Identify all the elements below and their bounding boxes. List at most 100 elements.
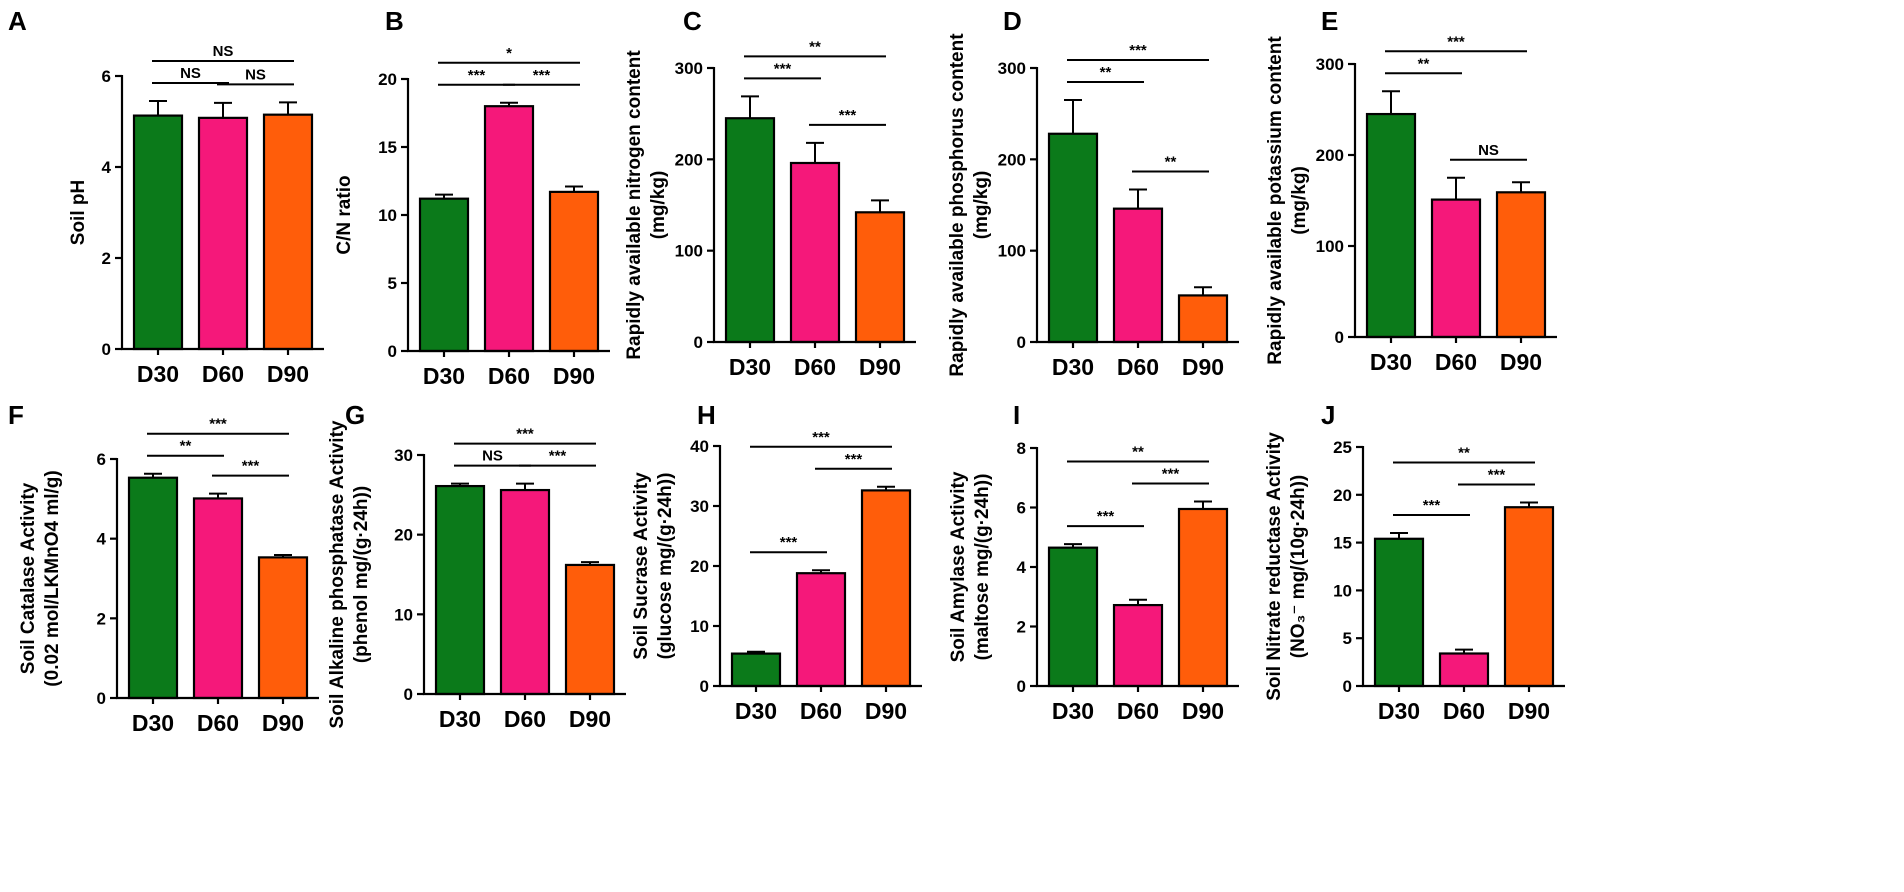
bar-i-d90 [1177, 507, 1229, 688]
sig-label-a-d30-d60: NS [180, 65, 201, 82]
x-tick-label-f-d60: D60 [197, 710, 239, 736]
bar-c-d90 [854, 211, 906, 344]
x-tick-label-i-d30: D30 [1052, 698, 1094, 724]
error-bar-c-d60 [806, 141, 824, 163]
panel-letter-a: A [8, 6, 27, 36]
error-bar-h-d60 [812, 569, 830, 574]
y-axis-label-i-line2: (maltose mg/(g·24h)) [972, 474, 993, 661]
error-bar-d-d30 [1064, 98, 1082, 134]
y-tick-label-d: 200 [998, 150, 1026, 169]
y-tick-label-b: 15 [378, 138, 397, 157]
error-bar-h-d30 [747, 650, 765, 654]
sig-label-e-d30-d60: ** [1418, 55, 1430, 72]
error-bar-f-d30 [144, 472, 162, 478]
y-tick-label-i: 6 [1017, 499, 1026, 518]
y-axis-label-g-line2: (phenol mg/(g·24h)) [351, 486, 372, 663]
error-bar-c-d30 [741, 95, 759, 119]
sig-label-b-d30-d90: * [506, 45, 512, 62]
sig-label-a-d60-d90: NS [245, 66, 266, 83]
y-tick-label-g: 20 [394, 526, 413, 545]
panel-letter-i: I [1013, 400, 1020, 430]
error-bar-c-d90 [871, 199, 889, 213]
y-axis-label-d-line2: (mg/kg) [971, 171, 992, 240]
error-bar-g-d30 [451, 482, 469, 487]
y-tick-label-c: 200 [675, 150, 703, 169]
y-tick-label-h: 40 [690, 437, 709, 456]
bar-d-d90 [1177, 294, 1229, 344]
sig-label-i-d60-d90: *** [1162, 466, 1180, 483]
panel-d: D Rapidly available phosphorus content (mg… [947, 6, 1239, 380]
error-bar-i-d60 [1129, 598, 1147, 606]
x-tick-label-d-d30: D30 [1052, 354, 1094, 380]
bar-a-d60 [197, 116, 249, 351]
y-axis-label-i-line1: Soil Amylase Activity [948, 471, 969, 662]
bar-e-d90 [1495, 191, 1547, 339]
y-tick-label-a: 2 [102, 249, 111, 268]
y-tick-label-e: 200 [1316, 146, 1344, 165]
error-bar-f-d60 [209, 492, 227, 499]
y-tick-label-j: 5 [1343, 629, 1352, 648]
x-tick-label-g-d30: D30 [439, 706, 481, 732]
panel-letter-b: B [385, 6, 404, 36]
bar-i-d30 [1047, 546, 1099, 688]
panel-letter-e: E [1321, 6, 1338, 36]
y-tick-label-j: 10 [1333, 581, 1352, 600]
y-tick-label-f: 2 [97, 609, 106, 628]
sig-label-f-d30-d90: *** [209, 416, 227, 433]
bar-g-d60 [499, 488, 551, 696]
error-bar-a-d30 [149, 100, 167, 116]
y-tick-label-b: 5 [388, 274, 397, 293]
error-bar-e-d90 [1512, 181, 1530, 193]
error-bar-j-d90 [1520, 501, 1538, 508]
x-tick-label-f-d90: D90 [262, 710, 304, 736]
x-tick-label-j-d60: D60 [1443, 698, 1485, 724]
y-tick-label-h: 0 [700, 677, 709, 696]
y-axis-label-b: C/N ratio [334, 175, 355, 254]
y-tick-label-f: 4 [97, 530, 107, 549]
bar-f-d90 [257, 556, 309, 700]
y-axis-label-c-line1: Rapidly available nitrogen content [624, 50, 645, 360]
y-tick-label-d: 0 [1017, 333, 1026, 352]
panel-letter-c: C [683, 6, 702, 36]
panel-letter-g: G [345, 400, 365, 430]
y-tick-label-b: 10 [378, 206, 397, 225]
x-tick-label-h-d30: D30 [735, 698, 777, 724]
sig-label-j-d60-d90: *** [1488, 466, 1506, 483]
y-tick-label-a: 4 [102, 158, 112, 177]
y-tick-label-a: 6 [102, 67, 111, 86]
x-tick-label-b-d90: D90 [553, 363, 595, 389]
bar-i-d60 [1112, 603, 1164, 688]
error-bar-b-d90 [565, 185, 583, 192]
panel-letter-j: J [1321, 400, 1335, 430]
x-tick-label-e-d90: D90 [1500, 349, 1542, 375]
bar-g-d30 [434, 484, 486, 696]
bar-h-d90 [860, 489, 912, 688]
y-axis-label-c-line2: (mg/kg) [648, 171, 669, 240]
x-tick-label-c-d30: D30 [729, 354, 771, 380]
y-tick-label-j: 0 [1343, 677, 1352, 696]
sig-label-e-d30-d90: *** [1447, 33, 1465, 50]
x-tick-label-i-d60: D60 [1117, 698, 1159, 724]
error-bar-b-d30 [435, 193, 453, 199]
y-tick-label-h: 10 [690, 617, 709, 636]
error-bar-a-d90 [279, 101, 297, 115]
sig-label-c-d30-d60: *** [774, 60, 792, 77]
y-axis-label-j-line2: (NO₃⁻ mg/(10g·24h)) [1288, 475, 1309, 659]
error-bar-d-d90 [1194, 286, 1212, 296]
bar-f-d60 [192, 497, 244, 700]
x-tick-label-h-d60: D60 [800, 698, 842, 724]
sig-label-c-d60-d90: *** [839, 107, 857, 124]
x-tick-label-b-d30: D30 [423, 363, 465, 389]
sig-label-d-d30-d60: ** [1100, 64, 1112, 81]
panel-h: H Soil Sucrase Activity (glucose mg/(g·24h… [631, 400, 922, 724]
x-tick-label-g-d90: D90 [569, 706, 611, 732]
y-axis-label-j-line1: Soil Nitrate reductase Activity [1264, 432, 1285, 701]
y-tick-label-j: 20 [1333, 486, 1352, 505]
error-bar-j-d30 [1390, 532, 1408, 539]
x-tick-label-c-d60: D60 [794, 354, 836, 380]
panel-a: A Soil pH 0 2 4 6 D30 D60 D90 NS NS NS [8, 6, 324, 387]
y-axis-label-f-line2: (0.02 mol/LKMnO4 ml/g) [42, 470, 63, 686]
error-bar-a-d60 [214, 101, 232, 118]
panel-letter-d: D [1003, 6, 1022, 36]
